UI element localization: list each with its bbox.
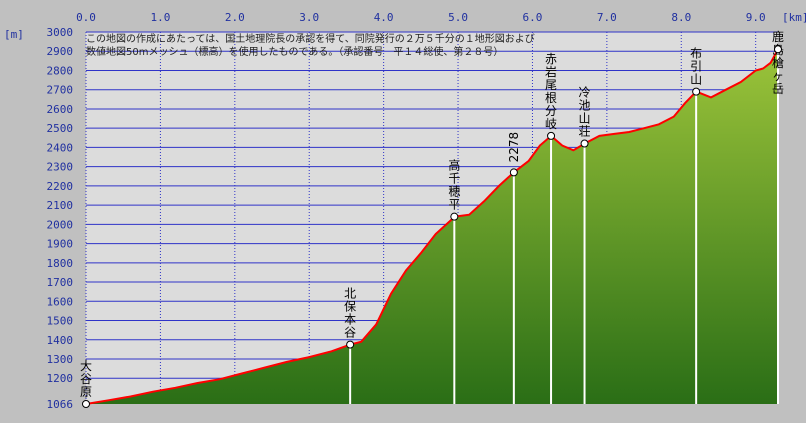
waypoint-marker: [346, 340, 355, 349]
y-axis-unit: [m]: [4, 28, 24, 41]
y-tick-label: 1400: [47, 334, 74, 347]
y-tick-label: 3000: [47, 26, 74, 39]
y-tick-label: 2000: [47, 218, 74, 231]
x-tick-label: 8.0: [671, 11, 691, 24]
y-tick-label: 1900: [47, 238, 74, 251]
y-tick-label: 2400: [47, 141, 74, 154]
waypoint-marker: [692, 87, 701, 96]
x-tick-label: 0.0: [76, 11, 96, 24]
x-axis: 0.0 1.0 2.0 3.0 4.0 5.0 6.0 7.0 8.0 9.0: [76, 11, 766, 24]
x-axis-unit: [km]: [782, 11, 806, 24]
waypoint-label: 大谷原: [80, 359, 92, 399]
waypoint-marker: [774, 45, 782, 54]
y-tick-label: 2800: [47, 64, 74, 77]
y-tick-label: 1200: [47, 372, 74, 385]
y-tick-label: 1066: [47, 398, 74, 411]
waypoint-marker: [580, 139, 589, 148]
waypoint-marker: [547, 131, 556, 140]
waypoint-label: 2278: [507, 132, 521, 163]
elevation-area: [86, 49, 778, 405]
x-tick-label: 7.0: [597, 11, 617, 24]
y-tick-label: 2600: [47, 103, 74, 116]
copyright-line-2: 数値地図50mメッシュ（標高）を使用したものである。（承認番号 平１４総使、第２…: [86, 47, 504, 58]
waypoint-label: 鹿島槍ヶ岳: [772, 29, 784, 96]
y-tick-label: 2500: [47, 122, 74, 135]
waypoint-label: 冷池山荘: [579, 86, 591, 139]
y-tick-label: 2300: [47, 161, 74, 174]
copyright-notice: この地図の作成にあたっては、国土地理院長の承認を得て、同院発行の２万５千分の１地…: [86, 33, 786, 59]
waypoint-marker: [82, 400, 90, 408]
y-tick-label: 1700: [47, 276, 74, 289]
waypoints: 大谷原 北保本谷 高千穂平 2278 赤岩尾根分岐 冷池山荘 布引山 鹿島槍ヶ岳: [80, 29, 784, 408]
y-tick-label: 2700: [47, 84, 74, 97]
x-tick-label: 6.0: [523, 11, 543, 24]
y-tick-label: 1300: [47, 353, 74, 366]
waypoint-label: 布引山: [690, 47, 702, 87]
copyright-line-1: この地図の作成にあたっては、国土地理院長の承認を得て、同院発行の２万５千分の１地…: [86, 34, 535, 45]
waypoint-marker: [509, 168, 518, 177]
y-tick-label: 1600: [47, 295, 74, 308]
elevation-line: [85, 48, 779, 405]
y-tick-label: 2100: [47, 199, 74, 212]
waypoint-marker: [450, 212, 459, 221]
x-tick-label: 4.0: [374, 11, 394, 24]
waypoint-label: 高千穂平: [448, 158, 460, 212]
x-tick-label: 9.0: [746, 11, 766, 24]
waypoint-label: 北保本谷: [344, 287, 356, 340]
y-axis: 3000 2900 2800 2700 2600 2500 2400 2300 2200 2100…: [47, 26, 74, 411]
y-tick-label: 2200: [47, 180, 74, 193]
waypoint-label: 赤岩尾根分岐: [545, 52, 557, 131]
x-tick-label: 1.0: [150, 11, 170, 24]
y-tick-label: 2900: [47, 45, 74, 58]
x-tick-label: 5.0: [448, 11, 468, 24]
y-tick-label: 1800: [47, 257, 74, 270]
x-tick-label: 2.0: [225, 11, 245, 24]
y-tick-label: 1500: [47, 315, 74, 328]
x-tick-label: 3.0: [299, 11, 319, 24]
